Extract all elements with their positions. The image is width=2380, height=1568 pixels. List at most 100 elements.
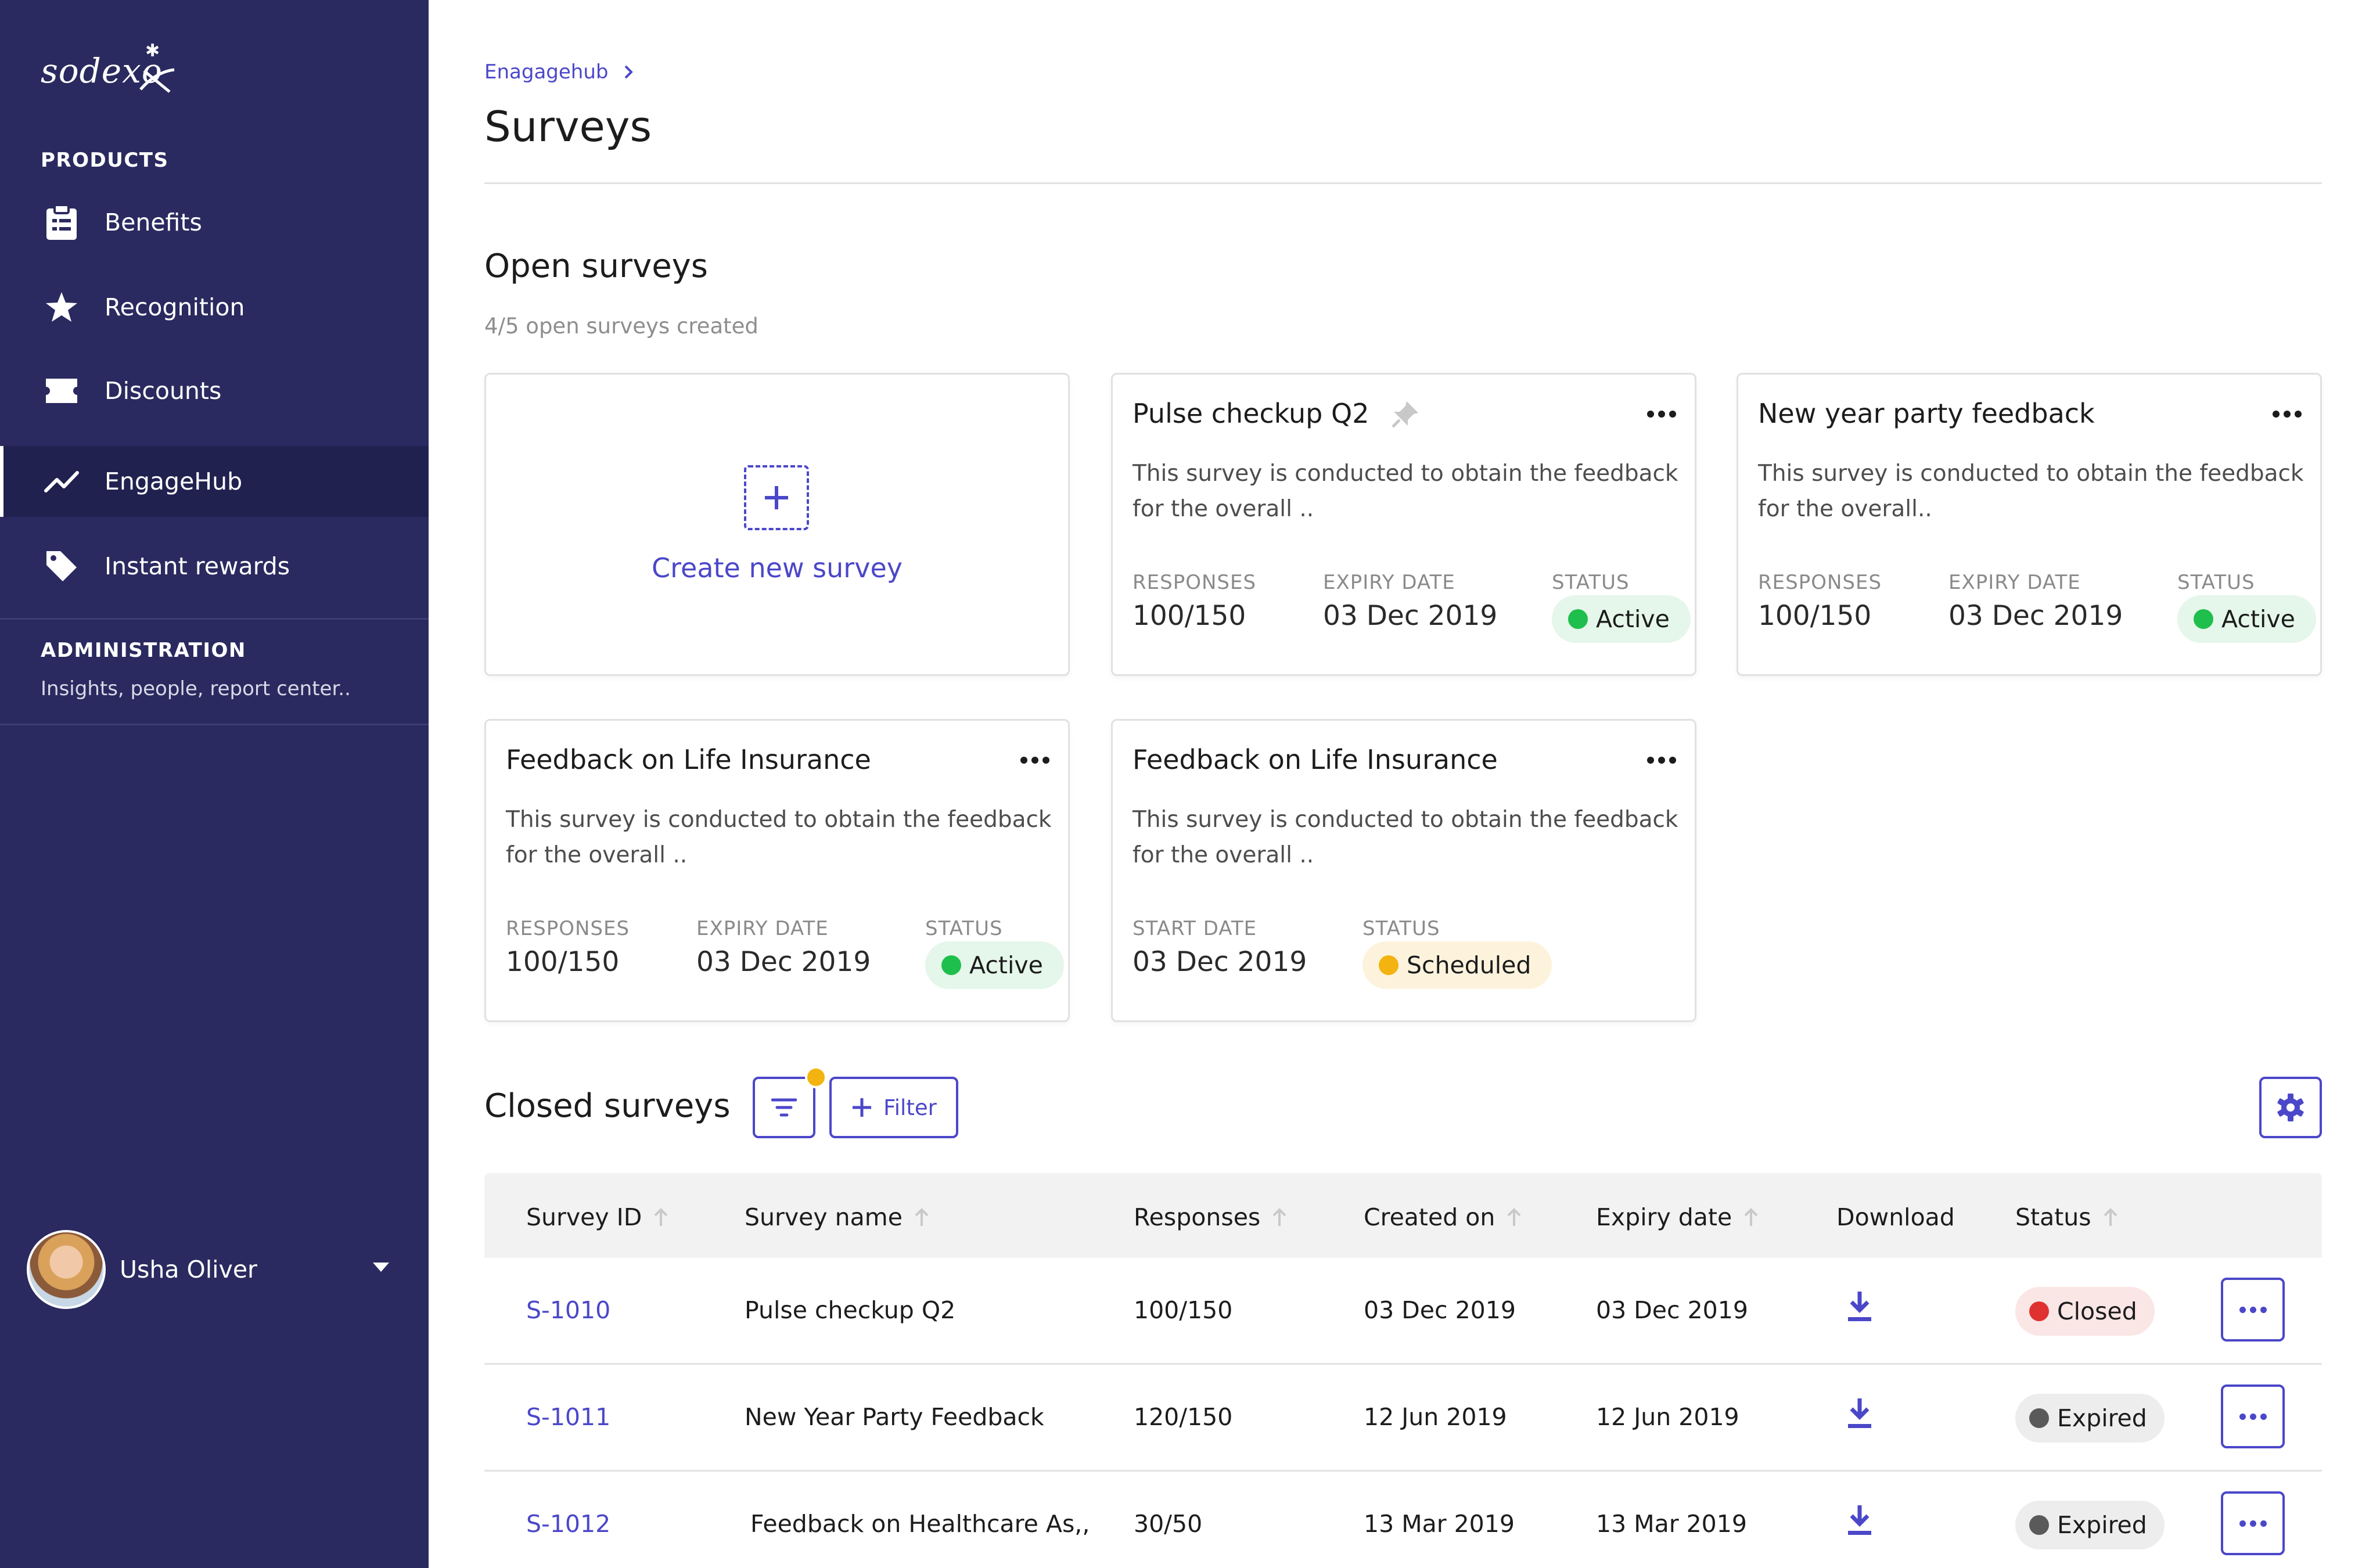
row-actions-button[interactable] <box>2221 1491 2285 1555</box>
column-expiry-date[interactable]: Expiry date <box>1596 1203 1760 1231</box>
survey-name-cell: Pulse checkup Q2 <box>745 1296 956 1324</box>
table-row: S-1010 Pulse checkup Q2 100/150 03 Dec 2… <box>484 1258 2322 1365</box>
download-icon[interactable] <box>1845 1289 1875 1324</box>
trend-icon <box>44 464 79 499</box>
responses-cell: 120/150 <box>1134 1403 1233 1431</box>
sort-arrow-icon <box>1272 1208 1286 1226</box>
status-dot <box>2029 1515 2049 1535</box>
create-survey-card[interactable]: Create new survey <box>484 373 1070 676</box>
created-on-cell: 03 Dec 2019 <box>1364 1296 1516 1324</box>
survey-id-link[interactable]: S-1011 <box>526 1403 611 1431</box>
more-options-icon[interactable] <box>1647 757 1676 764</box>
sidebar: sodexo ✱ PRODUCTS Benefits Recognition D… <box>0 0 429 1568</box>
survey-card-description: This survey is conducted to obtain the f… <box>1758 461 2304 522</box>
sidebar-item-label: Discounts <box>105 377 222 405</box>
more-options-icon[interactable] <box>1647 411 1676 418</box>
sidebar-item-instant-rewards[interactable]: Instant rewards <box>0 531 429 602</box>
column-created-on[interactable]: Created on <box>1364 1203 1523 1231</box>
breadcrumb: Enagagehub <box>484 60 636 84</box>
table-settings-button[interactable] <box>2259 1077 2322 1138</box>
filter-lines-icon <box>771 1098 797 1117</box>
create-survey-label: Create new survey <box>652 552 903 584</box>
pin-icon[interactable] <box>1389 398 1422 430</box>
open-surveys-count: 4/5 open surveys created <box>484 314 758 339</box>
add-filter-button[interactable]: Filter <box>829 1077 958 1138</box>
stat-value: 03 Dec 2019 <box>1948 600 2123 632</box>
survey-card[interactable]: New year party feedback This survey is c… <box>1737 373 2322 676</box>
status-dot <box>1568 609 1588 629</box>
column-status[interactable]: Status <box>2015 1203 2119 1231</box>
survey-name-cell: New Year Party Feedback <box>745 1403 1044 1431</box>
column-responses[interactable]: Responses <box>1134 1203 1288 1231</box>
sort-arrow-icon <box>915 1208 929 1226</box>
products-section-title: PRODUCTS <box>41 149 169 172</box>
administration-title[interactable]: ADMINISTRATION <box>41 639 246 662</box>
sort-arrow-icon <box>1744 1208 1758 1226</box>
stat-label: RESPONSES <box>506 917 630 940</box>
table-header: Survey ID Survey name Responses Created … <box>484 1173 2322 1258</box>
logo-swoosh-icon <box>139 68 175 93</box>
column-survey-id[interactable]: Survey ID <box>526 1203 670 1231</box>
stat-value: 100/150 <box>506 946 620 978</box>
survey-name-cell: Feedback on Healthcare As,, <box>750 1510 1090 1538</box>
sidebar-item-discounts[interactable]: Discounts <box>0 355 429 426</box>
responses-cell: 100/150 <box>1134 1296 1233 1324</box>
survey-card[interactable]: Feedback on Life Insurance This survey i… <box>484 719 1070 1022</box>
stat-label: RESPONSES <box>1758 571 1882 594</box>
status-dot <box>941 955 961 975</box>
sodexo-logo[interactable]: sodexo ✱ <box>41 41 175 93</box>
status-badge: Active <box>1552 595 1691 643</box>
breadcrumb-link[interactable]: Enagagehub <box>484 60 609 84</box>
avatar <box>27 1230 106 1309</box>
status-badge: Closed <box>2015 1287 2155 1336</box>
column-survey-name[interactable]: Survey name <box>745 1203 930 1231</box>
more-options-icon[interactable] <box>1020 757 1049 764</box>
more-options-icon[interactable] <box>2273 411 2302 418</box>
sidebar-item-benefits[interactable]: Benefits <box>0 187 429 258</box>
row-actions-button[interactable] <box>2221 1278 2285 1342</box>
download-icon[interactable] <box>1845 1396 1875 1431</box>
stat-label: STATUS <box>1362 917 1440 940</box>
page-title: Surveys <box>484 102 652 151</box>
sidebar-item-engagehub[interactable]: EngageHub <box>0 446 429 517</box>
logo-wordmark: sodexo <box>41 51 163 91</box>
survey-card-description: This survey is conducted to obtain the f… <box>506 807 1052 868</box>
closed-surveys-title: Closed surveys <box>484 1087 731 1125</box>
stat-value: 100/150 <box>1133 600 1246 632</box>
survey-card-title: Feedback on Life Insurance <box>506 744 871 775</box>
user-menu[interactable]: Usha Oliver <box>27 1230 404 1311</box>
expiry-date-cell: 12 Jun 2019 <box>1596 1403 1739 1431</box>
survey-id-link[interactable]: S-1010 <box>526 1296 611 1324</box>
stat-label: EXPIRY DATE <box>1323 571 1455 594</box>
table-row: S-1012 Feedback on Healthcare As,, 30/50… <box>484 1472 2322 1568</box>
survey-card[interactable]: Pulse checkup Q2 This survey is conducte… <box>1111 373 1696 676</box>
column-download: Download <box>1836 1203 1955 1231</box>
plus-icon <box>744 465 809 530</box>
clipboard-icon <box>44 204 79 240</box>
survey-id-link[interactable]: S-1012 <box>526 1510 611 1538</box>
survey-card[interactable]: Feedback on Life Insurance This survey i… <box>1111 719 1696 1022</box>
status-badge: Scheduled <box>1362 941 1552 989</box>
sidebar-divider <box>0 724 429 725</box>
responses-cell: 30/50 <box>1134 1510 1203 1538</box>
sidebar-item-label: Instant rewards <box>105 552 290 580</box>
status-badge: Active <box>2177 595 2316 643</box>
administration-subtitle: Insights, people, report center.. <box>41 677 351 700</box>
status-dot <box>1379 955 1398 975</box>
sort-arrow-icon <box>2104 1208 2117 1226</box>
status-badge: Expired <box>2015 1501 2165 1549</box>
row-actions-button[interactable] <box>2221 1384 2285 1448</box>
stat-label: STATUS <box>925 917 1003 940</box>
status-dot <box>2029 1301 2049 1321</box>
stat-label: EXPIRY DATE <box>1948 571 2081 594</box>
survey-card-title: New year party feedback <box>1758 398 2095 429</box>
sort-lines-button[interactable] <box>753 1077 815 1138</box>
expiry-date-cell: 03 Dec 2019 <box>1596 1296 1748 1324</box>
download-icon[interactable] <box>1845 1503 1875 1538</box>
survey-card-description: This survey is conducted to obtain the f… <box>1133 461 1678 522</box>
caret-down-icon[interactable] <box>373 1263 389 1272</box>
sidebar-item-label: Benefits <box>105 208 202 236</box>
sidebar-item-recognition[interactable]: Recognition <box>0 272 429 343</box>
survey-card-title: Feedback on Life Insurance <box>1133 744 1498 775</box>
stat-value: 03 Dec 2019 <box>696 946 871 978</box>
